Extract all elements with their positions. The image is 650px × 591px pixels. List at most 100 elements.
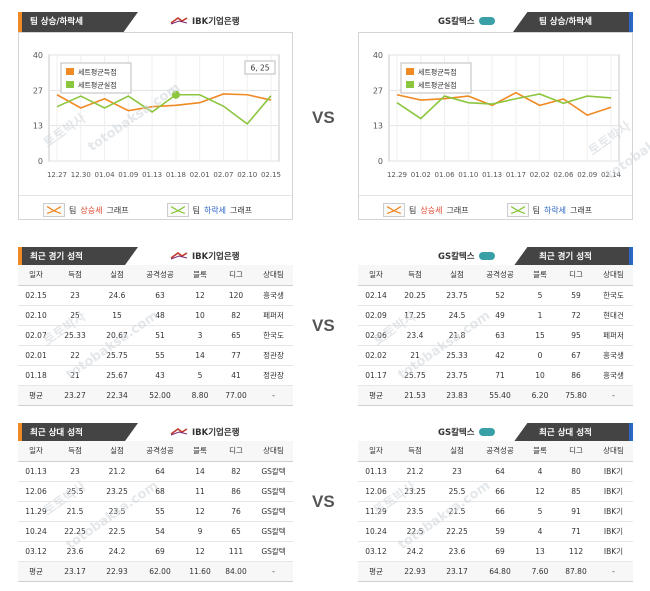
table-cell: 63 [478,325,522,346]
vs-label: VS [312,108,335,127]
hover-point [171,90,180,99]
x-tick-label: 02.10 [237,171,257,179]
legend-up-item: 팀 상승세 그래프 [383,203,469,217]
bottom-legend-right: 팀 상승세 그래프 팀 하락세 그래프 [383,203,592,217]
table-cell: 1 [522,305,558,326]
table-row: 01.13 21.2 23 64 4 80 IBK기 [358,461,633,482]
column-header: 일자 [358,441,394,462]
average-cell: 21.53 [394,385,436,406]
table-cell: 10.24 [18,521,54,542]
average-cell: 평균 [18,385,54,406]
table-cell: 한국도 [594,285,633,306]
column-header: 공격성공 [478,265,522,286]
table-cell: 120 [218,285,254,306]
team-name-gs: GS칼텍스 [438,15,495,27]
average-cell: 23.83 [436,385,478,406]
table-cell: 02.15 [18,285,54,306]
table-row: 12.06 25.5 23.25 68 11 86 GS칼텍 [18,481,293,502]
table-cell: 14 [182,461,218,482]
table-row: 12.06 23.25 25.5 66 12 85 IBK기 [358,481,633,502]
column-header: 블록 [182,265,218,286]
average-cell: 23.27 [54,385,96,406]
table-cell: 111 [218,541,254,562]
table-row: 01.13 23 21.2 64 14 82 GS칼텍 [18,461,293,482]
trend-panel-left: 40 27 13 0 12.27 12.30 01.04 01.09 01.13 01.18 02.… [18,32,293,220]
table-cell: 25 [54,305,96,326]
x-tick-label: 02.14 [601,171,622,179]
x-tick-label: 01.04 [95,171,116,179]
average-cell: 평균 [358,385,394,406]
tooltip-text: 6, 25 [250,64,269,73]
average-cell: - [594,385,633,406]
legend-swatch [406,68,414,75]
table-cell: 25.75 [96,345,138,366]
legend-label: 세트평균실점 [418,81,457,90]
y-tick-label: 27 [33,86,43,95]
table-cell: 페퍼저 [594,325,633,346]
table-cell: 23.6 [436,541,478,562]
recent-header-right: GS칼텍스 최근 경기 성적 [358,247,633,267]
table-cell: 42 [478,345,522,366]
table-cell: 86 [558,365,594,386]
average-row: 평균 23.17 22.93 62.00 11.60 84.00- [18,561,293,582]
table-cell: 64 [138,461,182,482]
table-cell: GS칼텍 [254,501,293,522]
down-trend-icon [166,203,189,217]
table-cell: 54 [138,521,182,542]
gs-logo-icon [478,252,495,260]
series-line [56,93,272,125]
table-cell: 25.33 [436,345,478,366]
legend-label: 세트평균득점 [78,68,117,77]
column-header: 실점 [96,265,138,286]
table-cell: 21.2 [394,461,436,482]
table-cell: 01.18 [18,365,54,386]
recent-tab-right: 최근 경기 성적 [513,247,633,267]
table-cell: IBK기 [594,541,633,562]
table-cell: 02.09 [358,305,394,326]
column-header: 실점 [436,441,478,462]
average-cell: 11.60 [182,561,218,582]
team-name-gs: GS칼텍스 [438,426,495,438]
team-name-ibk: IBK기업은행 [170,250,240,262]
table-cell: 22.25 [436,521,478,542]
h2h-tab-left: 최근 상대 성적 [18,423,138,443]
table-row: 02.09 17.25 24.5 49 1 72 현대건 [358,305,633,326]
table-cell: 69 [138,541,182,562]
team-name-ibk: IBK기업은행 [170,15,240,27]
table-cell: 03.12 [358,541,394,562]
table-cell: 76 [218,501,254,522]
column-header: 일자 [358,265,394,286]
table-cell: 13 [522,541,558,562]
legend-label: 세트평균득점 [418,68,457,77]
table-cell: 4 [522,461,558,482]
table-cell: 24.5 [436,305,478,326]
table-cell: 21.8 [436,325,478,346]
x-tick-label: 12.29 [387,171,407,179]
table-cell: 0 [522,345,558,366]
x-tick-label: 01.13 [482,171,502,179]
table-cell: 55 [138,501,182,522]
table-cell: 23 [54,461,96,482]
column-header: 블록 [522,265,558,286]
team-name-gs: GS칼텍스 [438,250,495,262]
column-header: 디그 [218,265,254,286]
table-cell: 65 [218,521,254,542]
average-cell: 64.80 [478,561,522,582]
x-tick-label: 01.10 [458,171,478,179]
trend-panel-right: 40 27 13 0 12.29 01.02 01.06 01.10 01.13 01.17 02.… [358,32,633,220]
table-cell: 95 [558,325,594,346]
table-cell: 02.14 [358,285,394,306]
table-cell: 71 [478,365,522,386]
table-cell: 10 [182,305,218,326]
table-row: 02.07 25.33 20.67 51 3 65 한국도 [18,325,293,346]
table-cell: 21.2 [96,461,138,482]
table-cell: 112 [558,541,594,562]
x-tick-label: 02.02 [530,171,550,179]
table-cell: 55 [138,345,182,366]
table-cell: 5 [182,365,218,386]
table-row: 03.12 24.2 23.6 69 13 112 IBK기 [358,541,633,562]
table-row: 01.17 25.75 23.75 71 10 86 흥국생 [358,365,633,386]
y-tick-label: 0 [378,157,383,166]
table-cell: 41 [218,365,254,386]
average-cell: 75.80 [558,385,594,406]
